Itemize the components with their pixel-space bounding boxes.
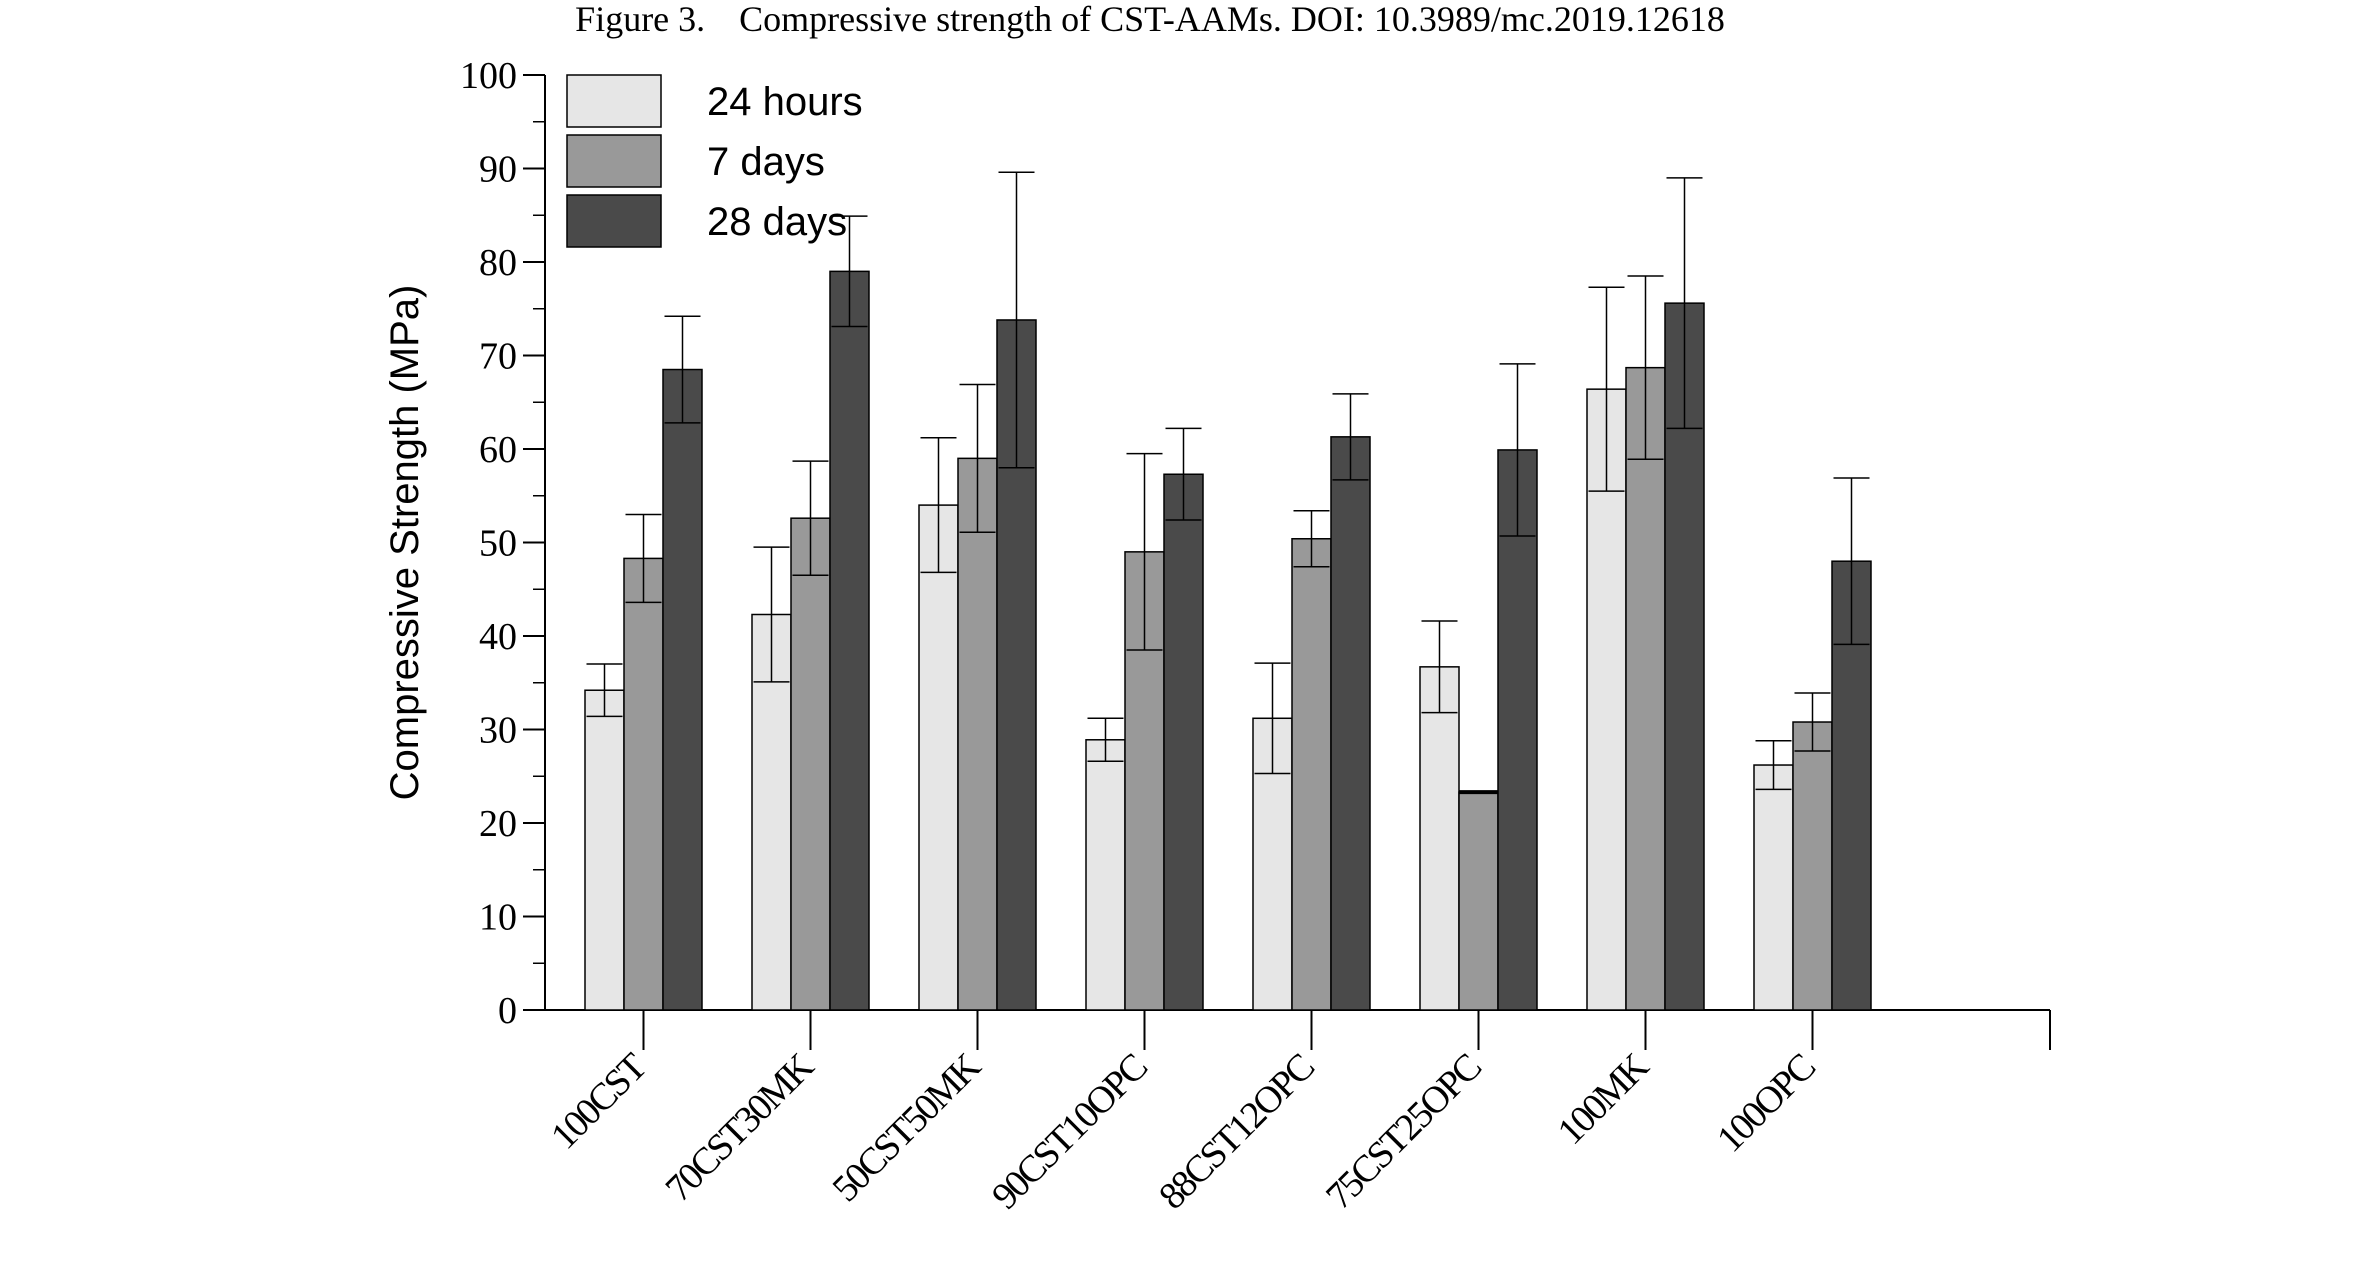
y-tick-label: 60	[479, 429, 517, 471]
y-tick-label: 100	[460, 55, 517, 97]
bar-24-hours	[1586, 388, 1627, 1011]
bar-24-hours	[1419, 666, 1460, 1011]
y-tick-label: 90	[479, 149, 517, 191]
y-tick-label: 10	[479, 897, 517, 939]
x-tick-label: 70CST30MK	[658, 1045, 823, 1210]
legend-label: 28 days	[707, 200, 847, 244]
bar-7-days	[790, 517, 831, 1011]
y-tick-label: 40	[479, 616, 517, 658]
x-tick-label: 90CST10OPC	[984, 1046, 1155, 1217]
bar-7-days	[623, 557, 664, 1011]
bar-28-days	[829, 270, 870, 1011]
legend-label: 24 hours	[707, 80, 863, 124]
bar-28-days	[1163, 473, 1204, 1011]
figure-label: Figure 3.	[575, 0, 705, 39]
legend-swatch	[566, 194, 662, 248]
legend: 24 hours 7 days 28 days	[566, 74, 863, 248]
x-tick-label: 100OPC	[1709, 1046, 1823, 1160]
figure-caption: Figure 3. Compressive strength of CST-AAM…	[575, 0, 1725, 39]
bar-7-days	[1291, 538, 1332, 1011]
bar-7-days	[1458, 791, 1499, 1011]
y-tick-label: 50	[479, 523, 517, 565]
y-tick-label: 30	[479, 710, 517, 752]
figure-caption-text: Compressive strength of CST-AAMs. DOI: 1…	[739, 0, 1725, 39]
y-tick-label: 80	[479, 242, 517, 284]
bar-7-days	[1792, 721, 1833, 1011]
y-axis-label: Compressive Strength (MPa)	[383, 285, 427, 801]
x-tick-label: 100MK	[1550, 1045, 1658, 1153]
bar-24-hours	[918, 504, 959, 1011]
y-tick-label: 70	[479, 336, 517, 378]
x-tick-label: 88CST12OPC	[1151, 1046, 1322, 1217]
bar-7-days	[957, 457, 998, 1011]
legend-swatch	[566, 74, 662, 128]
x-tick-label: 75CST25OPC	[1318, 1046, 1489, 1217]
bar-7-days	[1625, 366, 1666, 1011]
bar-24-hours	[1085, 739, 1126, 1011]
bar-24-hours	[584, 689, 625, 1011]
bars	[584, 171, 1872, 1011]
x-tick-label: 50CST50MK	[825, 1045, 990, 1210]
legend-swatch	[566, 134, 662, 188]
y-tick-label: 20	[479, 803, 517, 845]
legend-label: 7 days	[707, 140, 825, 184]
x-tick-label: 100CST	[543, 1045, 655, 1157]
bar-28-days	[662, 368, 703, 1011]
bar-28-days	[1330, 436, 1371, 1011]
y-tick-label: 0	[498, 990, 517, 1032]
bar-24-hours	[1753, 764, 1794, 1011]
